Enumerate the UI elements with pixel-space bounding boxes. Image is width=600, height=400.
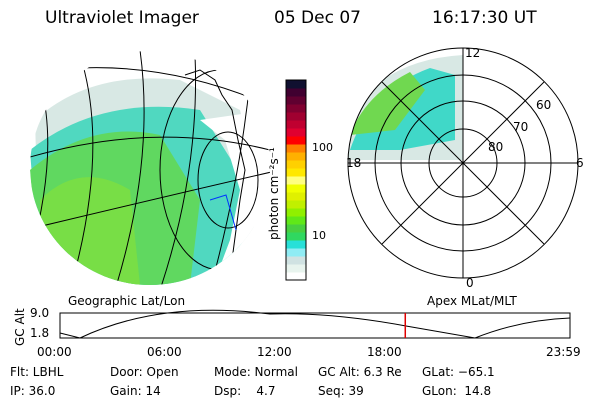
info-seq: Seq: 39 [318,384,364,398]
info-gc-alt: GC Alt: 6.3 Re [318,365,402,379]
color-bar [286,80,306,281]
colorbar-swatch [286,216,306,225]
xtick-1: 06:00 [147,345,182,359]
colorbar-swatch [286,152,306,161]
colorbar-swatch [286,272,306,281]
info-door: Door: Open [110,365,179,379]
colorbar-swatch [286,80,306,89]
info-mode: Mode: Normal [214,365,298,379]
mlt-18: 18 [346,156,362,170]
time: 16:17:30 UT [432,8,537,28]
colorbar-swatch [286,96,306,105]
colorbar-swatch [286,224,306,233]
colorbar-swatch [286,192,306,201]
colorbar-tick-10: 10 [312,229,326,242]
colorbar-swatch [286,168,306,177]
mlt-6: 6 [576,156,584,170]
colorbar-tick-100: 100 [312,141,333,154]
colorbar-swatch [286,160,306,169]
right-panel-label: Apex MLat/MLT [427,294,517,308]
xtick-3: 18:00 [367,345,402,359]
colorbar-swatch [286,208,306,217]
alt-ylabel: GC Alt [13,308,27,346]
info-filter: Flt: LBHL [10,365,64,379]
colorbar-swatch [286,128,306,137]
colorbar-swatch [286,240,306,249]
colorbar-swatch [286,104,306,113]
info-dsp: Dsp: 4.7 [214,384,276,398]
colorbar-swatch [286,248,306,257]
info-glat: GLat: −65.1 [422,365,495,379]
geographic-map [30,51,270,285]
mlat-80: 80 [488,140,504,154]
colorbar-swatch [286,136,306,145]
colorbar-swatch [286,176,306,185]
alt-ytick-min: 1.8 [30,326,50,340]
colorbar-swatch [286,88,306,97]
colorbar-swatch [286,200,306,209]
colorbar-swatch [286,144,306,153]
colorbar-swatch [286,232,306,241]
left-panel-label: Geographic Lat/Lon [68,294,186,308]
xtick-0: 00:00 [37,345,72,359]
mlt-0: 0 [466,276,474,290]
instrument-title: Ultraviolet Imager [45,8,199,28]
colorbar-swatch [286,264,306,273]
mlat-70: 70 [513,120,529,134]
colorbar-unit: photon cm⁻²s⁻¹ [267,147,281,240]
info-ip: IP: 36.0 [10,384,56,398]
colorbar-swatch [286,256,306,265]
info-gain: Gain: 14 [110,384,161,398]
mlt-12: 12 [465,46,481,60]
alt-ytick-max: 9.0 [30,306,50,320]
colorbar-swatch [286,112,306,121]
xtick-2: 12:00 [257,345,292,359]
polar-map [347,47,579,279]
mlat-60: 60 [536,98,552,112]
info-glon: GLon: 14.8 [422,384,492,398]
date: 05 Dec 07 [274,8,361,28]
colorbar-swatch [286,184,306,193]
colorbar-swatch [286,120,306,129]
altitude-plot [59,309,571,339]
xtick-4: 23:59 [546,345,581,359]
